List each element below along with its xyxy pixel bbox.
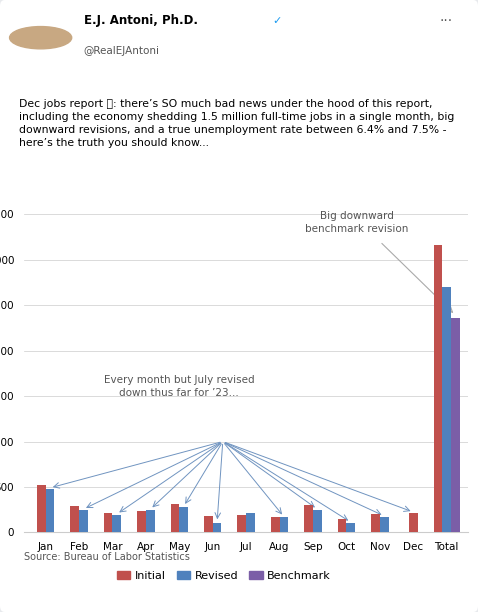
Bar: [380, 517, 389, 532]
Text: ✓: ✓: [272, 15, 282, 26]
Text: Big downward
benchmark revision: Big downward benchmark revision: [305, 211, 408, 234]
Bar: [409, 513, 418, 532]
Bar: [112, 515, 121, 532]
Bar: [45, 488, 54, 532]
Text: @RealEJAntoni: @RealEJAntoni: [84, 47, 160, 56]
Bar: [338, 519, 347, 532]
Bar: [280, 517, 288, 532]
Bar: [347, 523, 355, 532]
Text: Every month but July revised
down thus far for ’23...: Every month but July revised down thus f…: [104, 375, 255, 398]
Legend: Initial, Revised, Benchmark: Initial, Revised, Benchmark: [112, 567, 336, 586]
Bar: [179, 507, 188, 532]
Text: Dec jobs report 🟥: there’s SO much bad news under the hood of this report, inclu: Dec jobs report 🟥: there’s SO much bad n…: [19, 99, 455, 147]
Bar: [204, 516, 213, 532]
Bar: [313, 510, 322, 532]
Bar: [104, 513, 112, 532]
Bar: [442, 287, 451, 532]
Bar: [70, 506, 79, 532]
Bar: [371, 514, 380, 532]
Bar: [79, 510, 88, 532]
Bar: [213, 523, 221, 532]
Bar: [37, 485, 45, 532]
Bar: [137, 511, 146, 532]
Bar: [238, 515, 246, 532]
Bar: [304, 506, 313, 532]
Bar: [271, 517, 280, 532]
Text: E.J. Antoni, Ph.D.: E.J. Antoni, Ph.D.: [84, 14, 197, 27]
Text: Source: Bureau of Labor Statistics: Source: Bureau of Labor Statistics: [24, 552, 190, 562]
Circle shape: [10, 26, 72, 49]
Text: ···: ···: [440, 13, 453, 28]
Bar: [171, 504, 179, 532]
Bar: [434, 245, 442, 532]
Bar: [146, 510, 154, 532]
Bar: [451, 318, 460, 532]
Bar: [246, 513, 255, 532]
